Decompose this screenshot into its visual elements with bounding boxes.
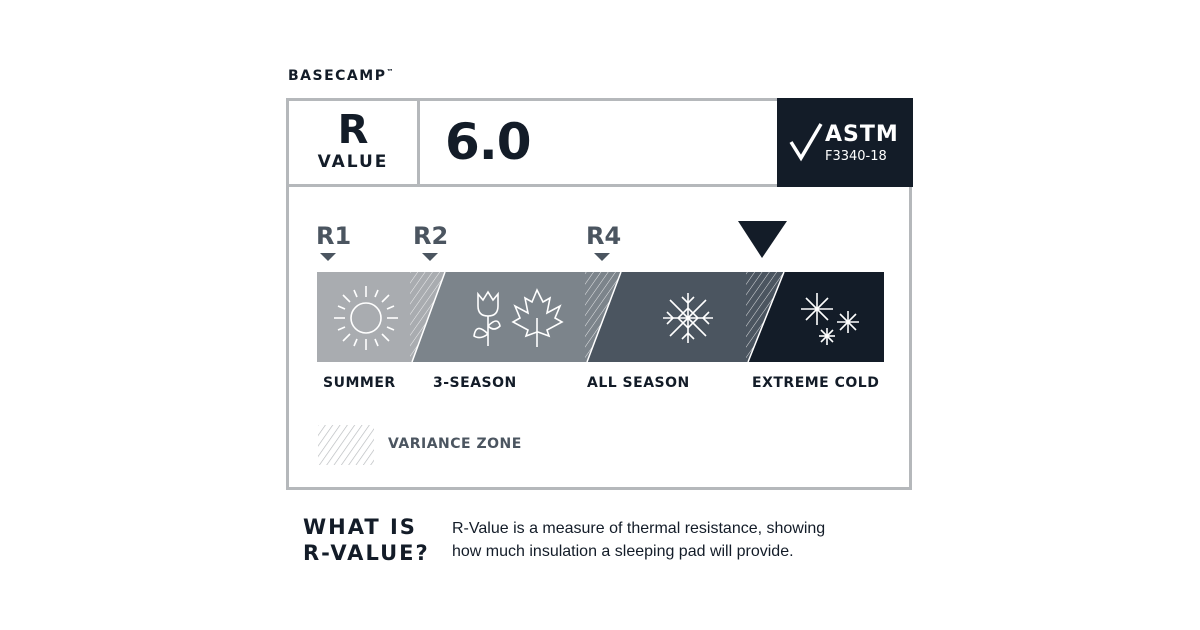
zone-label-extreme-cold: EXTREME COLD: [752, 375, 880, 391]
zone-3-season: [412, 272, 621, 362]
r-label: R: [337, 107, 369, 153]
astm-badge: ASTM F3340-18: [777, 98, 913, 187]
zone-all-season: [587, 272, 784, 362]
divider: [417, 101, 420, 184]
marker-r1-triangle: [320, 253, 336, 261]
variance-zone-legend-swatch: [318, 425, 374, 465]
zone-label-summer: SUMMER: [323, 375, 396, 391]
info-text-line2: how much insulation a sleeping pad will …: [452, 543, 794, 560]
marker-r2-triangle: [422, 253, 438, 261]
info-description: R-Value is a measure of thermal resistan…: [452, 517, 825, 563]
divider: [289, 184, 909, 187]
snowflakes-icon: [801, 293, 859, 345]
marker-r2: R2: [413, 222, 449, 250]
info-text-line1: R-Value is a measure of thermal resistan…: [452, 520, 826, 537]
brand-name: BASECAMP™: [288, 68, 395, 84]
zone-label-all-season: ALL SEASON: [587, 375, 690, 391]
tulip-icon: [473, 290, 501, 346]
marker-r4-triangle: [594, 253, 610, 261]
zone-extreme-cold: [748, 272, 884, 362]
snowflake-icon: [663, 293, 713, 343]
marker-r4: R4: [586, 222, 622, 250]
marker-r1: R1: [316, 222, 352, 250]
variance-zone-legend-label: VARIANCE ZONE: [388, 436, 522, 452]
rating-frame: [286, 98, 912, 490]
checkmark-icon: [789, 123, 823, 162]
astm-standard: F3340-18: [825, 149, 887, 164]
info-heading: WHAT IS R-VALUE?: [303, 514, 430, 566]
astm-title: ASTM: [825, 122, 899, 147]
r-value-number: 6.0: [445, 113, 532, 171]
current-value-marker: [738, 221, 787, 258]
info-heading-line2: R-VALUE?: [303, 541, 430, 565]
maple-leaf-icon: [511, 288, 564, 347]
value-label: VALUE: [317, 152, 389, 172]
info-heading-line1: WHAT IS: [303, 515, 417, 539]
zone-label-3-season: 3-SEASON: [433, 375, 517, 391]
sun-icon: [334, 286, 398, 350]
